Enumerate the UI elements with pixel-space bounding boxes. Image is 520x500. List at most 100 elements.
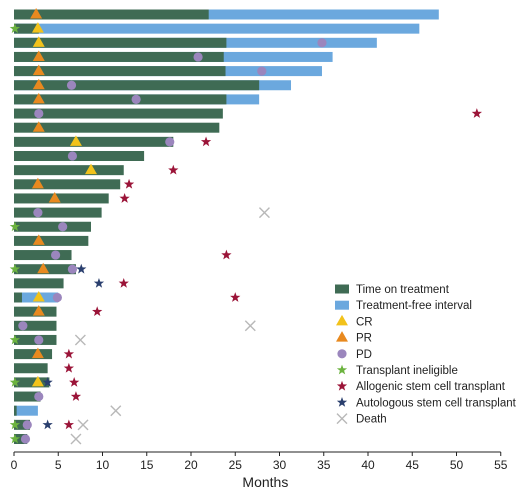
allogenic-transplant-star	[471, 108, 482, 118]
pd-marker	[34, 108, 44, 119]
transplant-ineligible-star	[9, 334, 21, 345]
x-tick-label: 15	[140, 458, 154, 472]
event-markers	[9, 8, 482, 445]
death-marker	[70, 433, 82, 445]
allogenic-transplant-star	[200, 136, 212, 147]
x-tick-label: 55	[494, 458, 508, 472]
treatment-bar	[14, 363, 48, 374]
legend-swatch	[336, 314, 348, 326]
treatment-bar	[14, 122, 220, 133]
allogenic-transplant-star	[69, 377, 80, 387]
treatment-bar	[14, 349, 53, 360]
transplant-ineligible-star	[9, 377, 21, 387]
legend-label: Death	[356, 414, 387, 426]
legend-label: Transplant ineligible	[356, 365, 458, 377]
x-tick-label: 25	[229, 458, 243, 472]
transplant-ineligible-star	[9, 419, 21, 430]
allogenic-transplant-star	[230, 292, 241, 302]
x-tick-label: 50	[450, 458, 464, 472]
pr-marker	[37, 262, 50, 274]
legend-label: Allogenic stem cell transplant	[356, 381, 506, 393]
x-axis-ticks: 0 5 10 15 20 25 30 35 40 45 50 55	[11, 452, 508, 472]
legend-label: Time on treatment	[356, 284, 450, 296]
allogenic-transplant-star	[63, 362, 75, 373]
treatment-bar	[14, 179, 121, 190]
cr-marker	[69, 135, 82, 146]
treatment-bar	[14, 9, 209, 20]
pr-marker	[32, 305, 45, 316]
allogenic-transplant-star	[92, 306, 103, 317]
transplant-ineligible-star	[9, 263, 21, 274]
treatment-bar	[14, 320, 57, 331]
autologous-transplant-star	[76, 263, 87, 274]
allogenic-transplant-star	[168, 164, 179, 175]
x-axis-title: Months	[242, 474, 288, 490]
pd-marker	[52, 292, 62, 303]
x-tick-label: 35	[317, 458, 331, 472]
death-marker	[77, 419, 89, 431]
allogenic-transplant-star	[63, 348, 75, 359]
pd-marker	[18, 321, 28, 331]
pd-marker	[257, 66, 267, 76]
treatment-bar	[14, 136, 174, 147]
pr-marker	[32, 64, 45, 76]
autologous-transplant-star	[42, 419, 53, 430]
treatment-bar	[14, 165, 124, 176]
pd-marker	[34, 391, 44, 402]
death-marker	[258, 207, 270, 219]
allogenic-transplant-star	[118, 277, 129, 288]
pr-marker	[32, 78, 45, 90]
x-tick-label: 0	[11, 458, 18, 472]
pr-marker	[30, 8, 43, 19]
cr-marker	[31, 375, 44, 387]
transplant-ineligible-star	[9, 23, 21, 34]
treatment-bar	[14, 405, 17, 416]
legend-swatch	[336, 397, 348, 407]
treatment-bar	[14, 221, 91, 232]
death-marker	[74, 334, 86, 346]
treatment-bar	[14, 37, 227, 48]
pd-marker	[193, 52, 203, 62]
legend-swatch	[336, 331, 348, 342]
pr-marker	[32, 50, 45, 61]
death-marker	[110, 405, 122, 417]
pd-marker	[22, 420, 32, 430]
pr-marker	[31, 177, 44, 189]
patient-bars	[14, 9, 439, 444]
allogenic-transplant-star	[221, 249, 232, 260]
treatment-free-bar	[14, 9, 439, 20]
x-tick-label: 45	[406, 458, 420, 472]
x-tick-label: 10	[96, 458, 110, 472]
autologous-transplant-star	[93, 277, 105, 288]
treatment-bar	[14, 391, 41, 402]
cr-marker	[31, 22, 44, 33]
legend-label: Treatment-free interval	[356, 300, 472, 312]
death-marker	[244, 320, 256, 332]
pr-marker	[32, 121, 45, 132]
treatment-bar	[14, 23, 39, 34]
transplant-ineligible-star	[9, 221, 21, 232]
pd-marker	[67, 264, 78, 274]
pd-marker	[165, 137, 175, 147]
legend-swatch	[337, 349, 347, 359]
legend-swatch	[336, 380, 348, 391]
legend-swatch	[336, 364, 348, 375]
legend-swatch	[335, 284, 349, 294]
allogenic-transplant-star	[123, 178, 135, 189]
pd-marker	[67, 151, 78, 161]
allogenic-transplant-star	[70, 391, 82, 401]
pr-marker	[32, 92, 45, 104]
treatment-bar	[14, 377, 50, 388]
treatment-bar	[14, 250, 72, 261]
legend: Time on treatment Treatment-free interval…	[335, 284, 517, 426]
pd-marker	[131, 94, 141, 104]
cr-marker	[32, 291, 45, 302]
allogenic-transplant-star	[63, 419, 75, 430]
treatment-bar	[14, 292, 22, 303]
x-tick-label: 30	[273, 458, 287, 472]
treatment-bar	[14, 151, 145, 161]
pd-marker	[58, 222, 68, 232]
treatment-bar	[14, 207, 102, 218]
pd-marker	[317, 38, 327, 48]
